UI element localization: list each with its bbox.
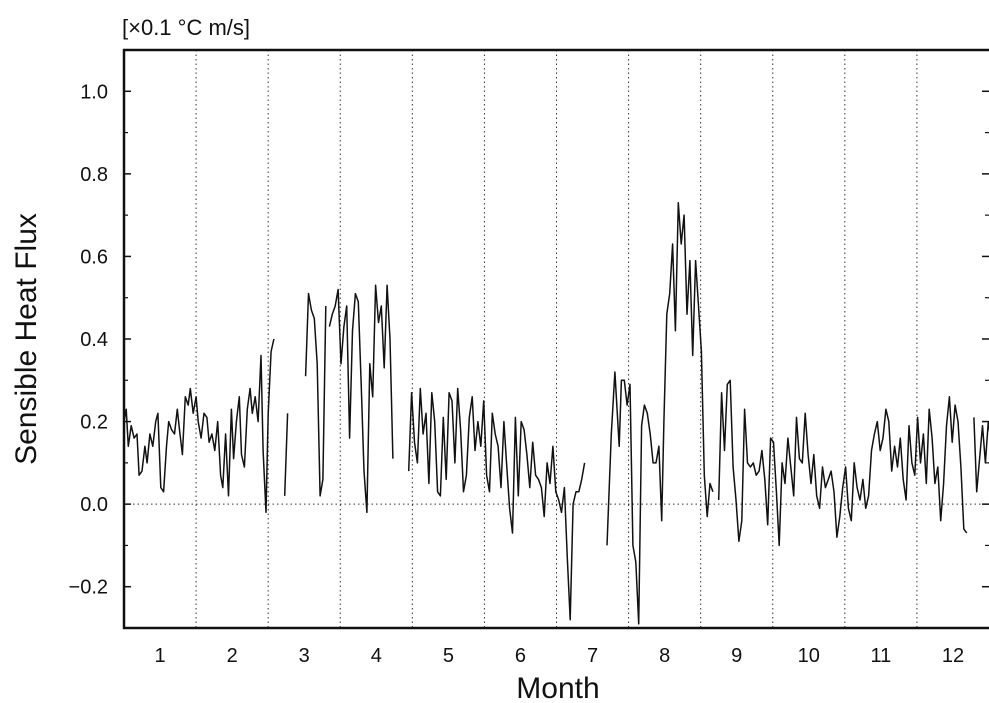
y-tick-label: 0.2	[80, 412, 108, 434]
x-tick-label: 10	[798, 645, 820, 667]
x-tick-label: 7	[587, 645, 598, 667]
series-line-segment-3	[304, 292, 327, 497]
y-tick-label: −0.2	[69, 577, 108, 599]
x-tick-label: 5	[443, 645, 454, 667]
series-line-segment-2	[283, 413, 289, 496]
x-tick-label: 3	[299, 645, 310, 667]
x-tick-label: 4	[371, 645, 382, 667]
x-tick-label: 1	[154, 645, 165, 667]
series-group	[123, 202, 989, 625]
series-line-segment-6	[606, 202, 714, 625]
x-tick-label: 12	[942, 645, 964, 667]
y-axis-title: Sensible Heat Flux	[10, 213, 43, 465]
x-tick-label: 11	[870, 645, 891, 667]
x-tick-label: 9	[731, 645, 742, 667]
x-tick-label: 8	[659, 645, 670, 667]
y-tick-label: 1.0	[80, 81, 108, 103]
y-tick-label: 0.6	[80, 246, 108, 268]
x-axis-title: Month	[516, 672, 599, 703]
y-tick-label: 0.8	[80, 164, 108, 186]
axis-ticks: −0.20.00.20.40.60.81.01 2 3 4 5 6 7 8 9 10 11 12	[69, 81, 989, 667]
series-line-segment-7	[717, 379, 968, 547]
y-tick-label: 0.4	[80, 329, 108, 351]
unit-label: [×0.1 °C m/s]	[122, 15, 250, 40]
series-line-segment-1	[123, 338, 275, 514]
y-tick-label: 0.0	[80, 494, 108, 516]
x-tick-label: 6	[515, 645, 526, 667]
series-line-segment-4	[328, 284, 394, 514]
x-tick-label: 2	[227, 645, 238, 667]
grid-lines	[124, 50, 989, 628]
series-line-segment-5	[407, 387, 586, 621]
series-line-segment-8	[973, 417, 989, 493]
